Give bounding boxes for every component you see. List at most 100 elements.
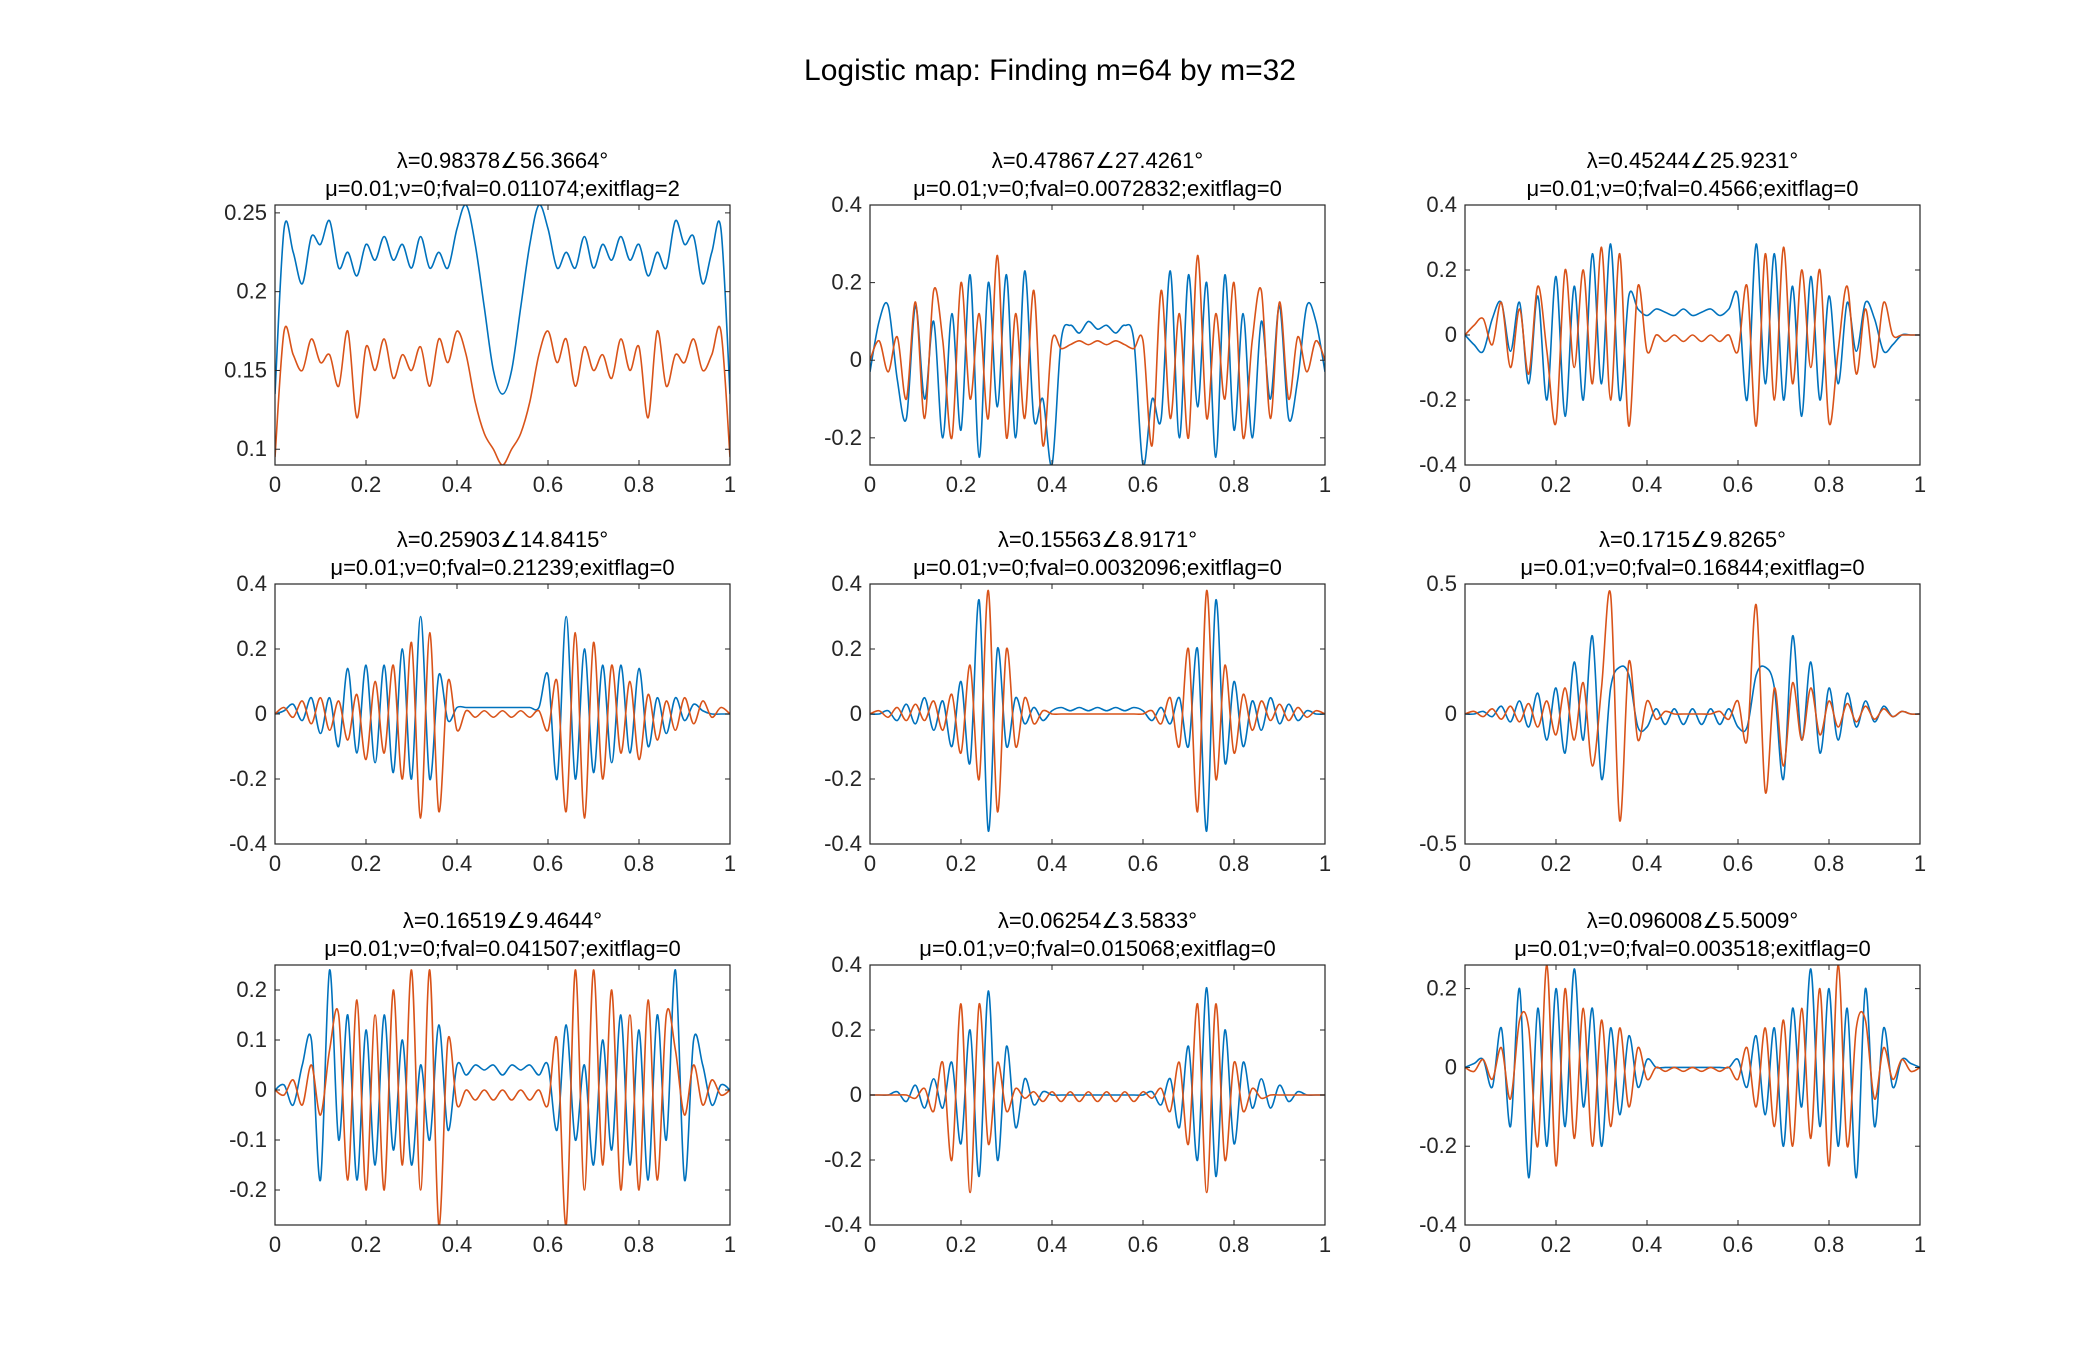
y-tick-label: 0.25 bbox=[224, 200, 267, 225]
series-line-1 bbox=[1465, 635, 1920, 781]
x-tick-label: 0.6 bbox=[1128, 472, 1159, 497]
y-tick-label: -0.2 bbox=[229, 766, 267, 791]
series-line-2 bbox=[870, 1003, 1325, 1194]
y-tick-label: 0.4 bbox=[831, 952, 862, 977]
y-tick-label: -0.2 bbox=[824, 425, 862, 450]
x-tick-label: 0.8 bbox=[1814, 851, 1845, 876]
x-tick-label: 0.4 bbox=[1632, 1232, 1663, 1257]
series-group bbox=[870, 986, 1325, 1194]
x-tick-label: 0.4 bbox=[442, 851, 473, 876]
x-tick-label: 0.2 bbox=[1541, 851, 1572, 876]
x-tick-label: 0 bbox=[269, 1232, 281, 1257]
y-tick-label: 0 bbox=[850, 347, 862, 372]
y-tick-label: 0.2 bbox=[831, 636, 862, 661]
figure-title: Logistic map: Finding m=64 by m=32 bbox=[804, 54, 1296, 87]
x-tick-label: 1 bbox=[1319, 472, 1331, 497]
y-tick-label: 0 bbox=[850, 701, 862, 726]
y-tick-label: -0.4 bbox=[824, 831, 862, 856]
x-tick-label: 0.4 bbox=[1037, 472, 1068, 497]
y-tick-label: 0 bbox=[255, 701, 267, 726]
x-tick-label: 0.2 bbox=[946, 472, 977, 497]
subplot-title-line2: μ=0.01;ν=0;fval=0.21239;exitflag=0 bbox=[330, 555, 674, 580]
x-tick-label: 0.8 bbox=[1219, 1232, 1250, 1257]
x-tick-label: 0.6 bbox=[1128, 1232, 1159, 1257]
y-tick-label: 0.15 bbox=[224, 357, 267, 382]
subplot-title-line2: μ=0.01;ν=0;fval=0.015068;exitflag=0 bbox=[919, 936, 1275, 961]
x-tick-label: 0.8 bbox=[1219, 851, 1250, 876]
series-group bbox=[1465, 965, 1920, 1179]
subplot-title-line1: λ=0.47867∠27.4261° bbox=[992, 148, 1203, 173]
subplot-5: λ=0.15563∠8.9171° μ=0.01;ν=0;fval=0.00320… bbox=[824, 527, 1331, 876]
series-line-1 bbox=[275, 205, 730, 395]
subplot-title-line1: λ=0.06254∠3.5833° bbox=[998, 908, 1197, 933]
x-tick-label: 0.6 bbox=[1128, 851, 1159, 876]
x-tick-label: 0 bbox=[1459, 472, 1471, 497]
y-tick-label: -0.2 bbox=[824, 766, 862, 791]
x-tick-label: 1 bbox=[724, 1232, 736, 1257]
x-tick-label: 0 bbox=[269, 472, 281, 497]
x-tick-label: 0.8 bbox=[1814, 1232, 1845, 1257]
subplot-8: λ=0.06254∠3.5833° μ=0.01;ν=0;fval=0.01506… bbox=[824, 908, 1331, 1257]
y-tick-label: 0.4 bbox=[1426, 192, 1457, 217]
x-tick-label: 0.6 bbox=[1723, 472, 1754, 497]
x-tick-label: 0.8 bbox=[1219, 472, 1250, 497]
x-tick-label: 0 bbox=[864, 472, 876, 497]
x-tick-label: 1 bbox=[724, 851, 736, 876]
y-tick-label: 0.4 bbox=[831, 192, 862, 217]
subplot-title-line2: μ=0.01;ν=0;fval=0.0032096;exitflag=0 bbox=[913, 555, 1282, 580]
subplot-9: λ=0.096008∠5.5009° μ=0.01;ν=0;fval=0.0035… bbox=[1419, 908, 1926, 1257]
x-tick-label: 0.2 bbox=[351, 851, 382, 876]
y-tick-label: 0.4 bbox=[236, 571, 267, 596]
subplot-title-line1: λ=0.1715∠9.8265° bbox=[1599, 527, 1786, 552]
y-tick-label: -0.2 bbox=[229, 1177, 267, 1202]
y-tick-label: 0 bbox=[1445, 701, 1457, 726]
x-tick-label: 0.6 bbox=[533, 851, 564, 876]
plot-area bbox=[275, 965, 730, 1225]
x-tick-label: 0.4 bbox=[1632, 472, 1663, 497]
y-tick-label: -0.1 bbox=[229, 1127, 267, 1152]
series-line-1 bbox=[275, 615, 730, 781]
series-line-2 bbox=[275, 631, 730, 819]
subplot-6: λ=0.1715∠9.8265° μ=0.01;ν=0;fval=0.16844;… bbox=[1419, 527, 1926, 876]
x-tick-label: 0.8 bbox=[624, 851, 655, 876]
subplot-title-line2: μ=0.01;ν=0;fval=0.011074;exitflag=2 bbox=[325, 176, 680, 201]
series-line-2 bbox=[1465, 590, 1920, 822]
series-line-1 bbox=[275, 969, 730, 1182]
x-tick-label: 0.2 bbox=[946, 851, 977, 876]
axes-box bbox=[274, 964, 731, 1226]
x-tick-label: 0.4 bbox=[442, 1232, 473, 1257]
y-tick-label: -0.4 bbox=[824, 1212, 862, 1237]
y-tick-label: 0.1 bbox=[236, 436, 267, 461]
y-tick-label: -0.2 bbox=[824, 1147, 862, 1172]
subplot-title-line1: λ=0.15563∠8.9171° bbox=[998, 527, 1197, 552]
series-group bbox=[1465, 590, 1920, 822]
x-tick-label: 0.6 bbox=[533, 1232, 564, 1257]
x-tick-label: 1 bbox=[1319, 851, 1331, 876]
y-tick-label: 0.2 bbox=[236, 279, 267, 304]
subplot-title-line2: μ=0.01;ν=0;fval=0.041507;exitflag=0 bbox=[324, 936, 680, 961]
subplot-title-line1: λ=0.096008∠5.5009° bbox=[1587, 908, 1798, 933]
x-tick-label: 0.2 bbox=[946, 1232, 977, 1257]
subplot-7: λ=0.16519∠9.4644° μ=0.01;ν=0;fval=0.04150… bbox=[229, 908, 736, 1257]
subplot-title-line1: λ=0.98378∠56.3664° bbox=[397, 148, 608, 173]
y-tick-label: 0.4 bbox=[831, 571, 862, 596]
series-line-1 bbox=[870, 599, 1325, 832]
x-tick-label: 0.4 bbox=[1037, 851, 1068, 876]
subplot-title-line1: λ=0.25903∠14.8415° bbox=[397, 527, 608, 552]
y-tick-label: -0.5 bbox=[1419, 831, 1457, 856]
y-tick-label: -0.4 bbox=[229, 831, 267, 856]
plot-area bbox=[870, 205, 1325, 465]
x-tick-label: 0.8 bbox=[1814, 472, 1845, 497]
y-tick-label: 0.1 bbox=[236, 1027, 267, 1052]
series-group bbox=[275, 969, 730, 1225]
y-tick-label: 0.2 bbox=[236, 977, 267, 1002]
x-tick-label: 0 bbox=[1459, 1232, 1471, 1257]
subplot-title-line2: μ=0.01;ν=0;fval=0.0072832;exitflag=0 bbox=[913, 176, 1282, 201]
x-tick-label: 1 bbox=[1914, 851, 1926, 876]
x-tick-label: 0.2 bbox=[351, 472, 382, 497]
y-tick-label: -0.4 bbox=[1419, 452, 1457, 477]
series-group bbox=[275, 205, 730, 465]
x-tick-label: 0.6 bbox=[533, 472, 564, 497]
y-tick-label: 0.2 bbox=[1426, 257, 1457, 282]
subplot-title-line1: λ=0.45244∠25.9231° bbox=[1587, 148, 1798, 173]
